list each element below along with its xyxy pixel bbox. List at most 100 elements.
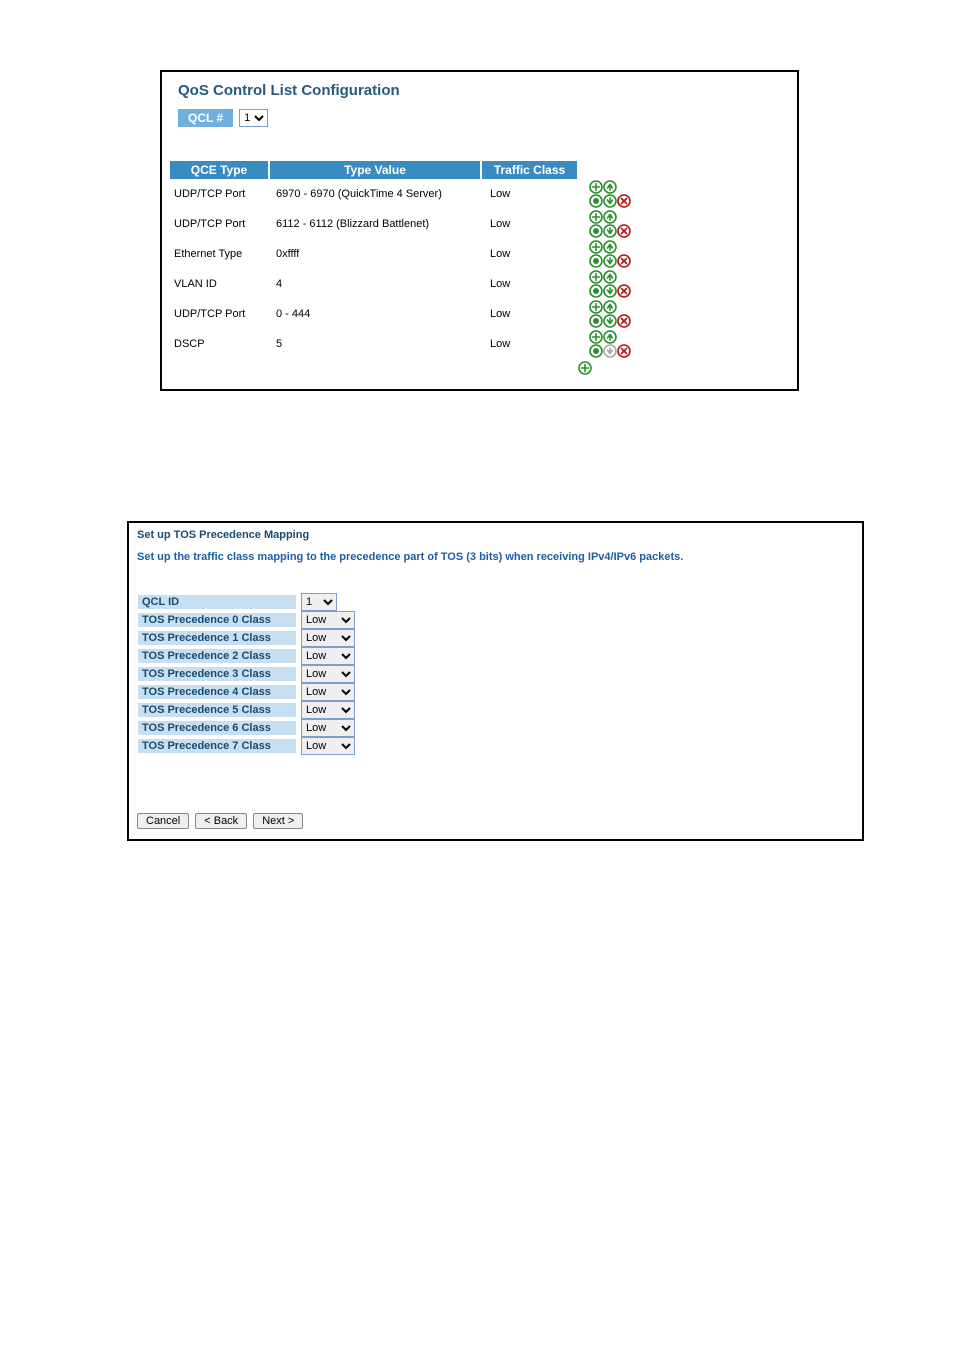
tos-class-label: TOS Precedence 1 Class: [137, 630, 297, 646]
edit-icon[interactable]: [589, 248, 603, 260]
tos-class-label: TOS Precedence 0 Class: [137, 612, 297, 628]
qcl-selector-row: QCL # 1: [178, 109, 789, 127]
qcl-id-label: QCL ID: [137, 594, 297, 610]
move-up-icon[interactable]: [603, 204, 617, 216]
back-button[interactable]: < Back: [195, 813, 247, 829]
move-up-icon[interactable]: [603, 294, 617, 306]
move-down-icon[interactable]: [603, 278, 617, 290]
tos-class-label: TOS Precedence 7 Class: [137, 738, 297, 754]
qce-class: Low: [486, 188, 585, 200]
tos-class-select[interactable]: Low: [301, 737, 355, 755]
qce-table-header: QCE Type Type Value Traffic Class: [170, 161, 789, 179]
delete-icon[interactable]: [617, 188, 631, 200]
qcl-number-select[interactable]: 1: [239, 109, 268, 127]
move-up-icon[interactable]: [603, 264, 617, 276]
edit-icon[interactable]: [589, 338, 603, 350]
tos-class-select[interactable]: Low: [301, 629, 355, 647]
tos-precedence-row: TOS Precedence 5 ClassLow: [137, 701, 858, 719]
tos-precedence-row: TOS Precedence 1 ClassLow: [137, 629, 858, 647]
qce-row: UDP/TCP Port6970 - 6970 (QuickTime 4 Ser…: [170, 179, 789, 209]
qce-type: Ethernet Type: [170, 248, 272, 260]
qce-class: Low: [486, 338, 585, 350]
tos-precedence-row: TOS Precedence 7 ClassLow: [137, 737, 858, 755]
tos-class-label: TOS Precedence 5 Class: [137, 702, 297, 718]
edit-icon[interactable]: [589, 278, 603, 290]
qce-actions: [585, 330, 637, 358]
insert-icon[interactable]: [589, 264, 603, 276]
qce-value: 6970 - 6970 (QuickTime 4 Server): [272, 188, 486, 200]
tos-class-select[interactable]: Low: [301, 683, 355, 701]
qce-class: Low: [486, 218, 585, 230]
header-traffic-class: Traffic Class: [480, 161, 577, 179]
move-down-icon[interactable]: [603, 218, 617, 230]
move-up-icon[interactable]: [603, 174, 617, 186]
tos-precedence-row: TOS Precedence 2 ClassLow: [137, 647, 858, 665]
delete-icon[interactable]: [617, 308, 631, 320]
insert-icon[interactable]: [589, 324, 603, 336]
qce-value: 6112 - 6112 (Blizzard Battlenet): [272, 218, 486, 230]
tos-precedence-row: TOS Precedence 0 ClassLow: [137, 611, 858, 629]
wizard-buttons: Cancel < Back Next >: [137, 813, 858, 829]
panel2-description: Set up the traffic class mapping to the …: [137, 551, 858, 593]
tos-class-select[interactable]: Low: [301, 701, 355, 719]
tos-class-select[interactable]: Low: [301, 719, 355, 737]
next-button[interactable]: Next >: [253, 813, 303, 829]
qce-class: Low: [486, 278, 585, 290]
insert-icon[interactable]: [589, 234, 603, 246]
qce-type: UDP/TCP Port: [170, 188, 272, 200]
qcl-id-row: QCL ID 1: [137, 593, 858, 611]
insert-icon[interactable]: [589, 174, 603, 186]
panel1-title: QoS Control List Configuration: [170, 78, 789, 109]
tos-class-select[interactable]: Low: [301, 665, 355, 683]
edit-icon[interactable]: [589, 308, 603, 320]
insert-icon[interactable]: [589, 204, 603, 216]
qce-value: 4: [272, 278, 486, 290]
tos-class-label: TOS Precedence 4 Class: [137, 684, 297, 700]
delete-icon[interactable]: [617, 338, 631, 350]
tos-precedence-panel: Set up TOS Precedence Mapping Set up the…: [127, 521, 864, 841]
tos-precedence-row: TOS Precedence 4 ClassLow: [137, 683, 858, 701]
tos-precedence-row: TOS Precedence 3 ClassLow: [137, 665, 858, 683]
add-entry-icon[interactable]: [578, 361, 592, 378]
header-qce-type: QCE Type: [170, 161, 268, 179]
add-row-footer: [170, 359, 789, 379]
qos-control-list-panel: QoS Control List Configuration QCL # 1 Q…: [160, 70, 799, 391]
edit-icon[interactable]: [589, 188, 603, 200]
tos-class-select[interactable]: Low: [301, 647, 355, 665]
qce-value: 5: [272, 338, 486, 350]
header-type-value: Type Value: [268, 161, 480, 179]
move-up-icon[interactable]: [603, 324, 617, 336]
qce-row: UDP/TCP Port0 - 444Low: [170, 299, 789, 329]
move-down-icon: [603, 338, 617, 350]
qce-row: VLAN ID4Low: [170, 269, 789, 299]
tos-class-label: TOS Precedence 2 Class: [137, 648, 297, 664]
edit-icon[interactable]: [589, 218, 603, 230]
qcl-id-select[interactable]: 1: [301, 593, 337, 611]
cancel-button[interactable]: Cancel: [137, 813, 189, 829]
tos-precedence-row: TOS Precedence 6 ClassLow: [137, 719, 858, 737]
move-down-icon[interactable]: [603, 188, 617, 200]
qce-type: UDP/TCP Port: [170, 218, 272, 230]
tos-class-label: TOS Precedence 6 Class: [137, 720, 297, 736]
qce-type: DSCP: [170, 338, 272, 350]
qce-value: 0 - 444: [272, 308, 486, 320]
qce-class: Low: [486, 248, 585, 260]
qce-row: UDP/TCP Port6112 - 6112 (Blizzard Battle…: [170, 209, 789, 239]
qce-type: VLAN ID: [170, 278, 272, 290]
qce-value: 0xffff: [272, 248, 486, 260]
insert-icon[interactable]: [589, 294, 603, 306]
move-up-icon[interactable]: [603, 234, 617, 246]
delete-icon[interactable]: [617, 278, 631, 290]
qce-class: Low: [486, 308, 585, 320]
move-down-icon[interactable]: [603, 248, 617, 260]
qce-row: DSCP5Low: [170, 329, 789, 359]
tos-class-select[interactable]: Low: [301, 611, 355, 629]
panel2-title: Set up TOS Precedence Mapping: [137, 529, 858, 551]
qce-row: Ethernet Type0xffffLow: [170, 239, 789, 269]
qce-type: UDP/TCP Port: [170, 308, 272, 320]
qcl-number-label: QCL #: [178, 109, 233, 127]
move-down-icon[interactable]: [603, 308, 617, 320]
delete-icon[interactable]: [617, 248, 631, 260]
delete-icon[interactable]: [617, 218, 631, 230]
tos-class-label: TOS Precedence 3 Class: [137, 666, 297, 682]
